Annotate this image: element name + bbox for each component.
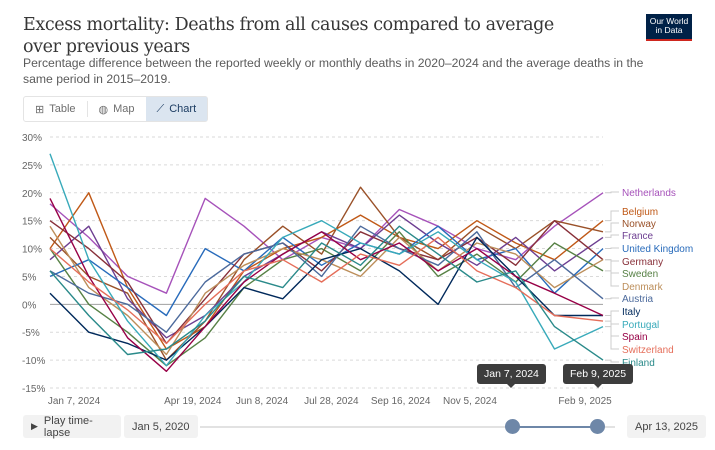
legend-label: Spain xyxy=(622,332,648,343)
series-line-united-kingdom xyxy=(49,225,604,317)
timeline-track[interactable] xyxy=(200,426,615,428)
x-tick-label: Jan 7, 2024 xyxy=(48,396,101,407)
legend-connector xyxy=(605,247,619,250)
tab-map[interactable]: ◍ Map xyxy=(88,97,146,121)
legend-connector xyxy=(605,234,619,238)
series-line-finland xyxy=(49,225,604,361)
x-tick-label: Nov 5, 2024 xyxy=(443,396,497,407)
tab-map-label: Map xyxy=(113,103,135,115)
series-line-switzerland xyxy=(49,236,604,345)
legend-label: Switzerland xyxy=(622,345,674,356)
series-line-sweden xyxy=(49,231,604,367)
legend-label: Denmark xyxy=(622,282,664,293)
start-handle-tooltip: Jan 7, 2024 xyxy=(477,364,546,388)
series-line-germany xyxy=(49,219,604,345)
legend-connector xyxy=(605,270,619,274)
y-tick-label: -5% xyxy=(22,328,40,339)
x-tick-label: Sep 16, 2024 xyxy=(371,396,431,407)
chart-title: Excess mortality: Deaths from all causes… xyxy=(23,15,554,57)
play-timelapse-label: Play time-lapse xyxy=(43,414,93,439)
legend-label: Norway xyxy=(622,219,656,230)
y-tick-label: 5% xyxy=(22,272,37,283)
end-handle-tooltip: Feb 9, 2025 xyxy=(563,364,634,388)
globe-icon: ◍ xyxy=(98,103,109,116)
y-tick-label: 10% xyxy=(22,245,42,256)
legend-connector xyxy=(605,297,619,300)
legend-connector xyxy=(605,323,619,328)
owid-logo[interactable]: Our World in Data xyxy=(646,14,692,41)
series-line-norway xyxy=(49,186,604,361)
legend-connector xyxy=(605,222,619,233)
play-icon: ▶ xyxy=(31,421,38,431)
series-line-spain xyxy=(49,198,604,373)
series-line-austria xyxy=(49,225,604,333)
divider xyxy=(86,101,88,117)
legend-label: Finland xyxy=(622,358,655,369)
tab-chart[interactable]: ⟋ Chart xyxy=(145,97,208,121)
legend-label: France xyxy=(622,231,654,242)
y-tick-label: -15% xyxy=(22,384,45,395)
legend-label: Belgium xyxy=(622,207,658,218)
timeline-selected-range xyxy=(512,426,598,428)
legend-connector xyxy=(605,210,619,222)
x-tick-label: Jul 28, 2024 xyxy=(304,396,359,407)
legend-connector xyxy=(605,259,619,287)
x-tick-label: Jun 8, 2024 xyxy=(236,396,289,407)
timeline-start-label[interactable]: Jan 5, 2020 xyxy=(124,415,198,438)
line-chart: 30%25%20%15%10%5%0%-5%-10%-15%Jan 7, 202… xyxy=(22,133,693,407)
legend-connector xyxy=(605,314,619,337)
table-icon: ⊞ xyxy=(35,103,45,116)
y-tick-label: 0% xyxy=(22,300,37,311)
tab-chart-label: Chart xyxy=(169,103,197,115)
view-tabs: ⊞ Table ◍ Map ⟋ Chart xyxy=(23,96,209,122)
legend-label: United Kingdom xyxy=(622,244,693,255)
y-tick-label: -10% xyxy=(22,356,45,367)
y-tick-label: 25% xyxy=(22,161,42,172)
tab-table[interactable]: ⊞ Table xyxy=(24,97,87,121)
play-timelapse-button[interactable]: ▶ Play time-lapse xyxy=(23,414,121,439)
legend-label: Netherlands xyxy=(622,188,676,199)
legend-connector xyxy=(605,310,619,316)
line-chart-icon: ⟋ xyxy=(156,102,165,115)
legend-label: Sweden xyxy=(622,269,658,280)
timeline-start-handle[interactable] xyxy=(505,419,520,434)
tab-table-label: Table xyxy=(49,103,76,115)
legend-connector xyxy=(605,359,619,363)
legend-label: Germany xyxy=(622,257,663,268)
legend-connector xyxy=(605,191,619,194)
series-line-belgium xyxy=(49,192,604,350)
y-tick-label: 15% xyxy=(22,217,42,228)
x-tick-label: Feb 9, 2025 xyxy=(558,396,612,407)
y-tick-label: 20% xyxy=(22,189,42,200)
timeline-end-handle[interactable] xyxy=(590,419,605,434)
legend-label: Italy xyxy=(622,307,640,318)
x-tick-label: Apr 19, 2024 xyxy=(164,396,222,407)
chart-subtitle: Percentage difference between the report… xyxy=(23,56,644,86)
y-tick-label: 30% xyxy=(22,133,42,144)
legend-connector xyxy=(605,320,619,350)
timeline-end-label[interactable]: Apr 13, 2025 xyxy=(627,415,706,438)
legend-label: Austria xyxy=(622,294,654,305)
legend-label: Portugal xyxy=(622,320,659,331)
